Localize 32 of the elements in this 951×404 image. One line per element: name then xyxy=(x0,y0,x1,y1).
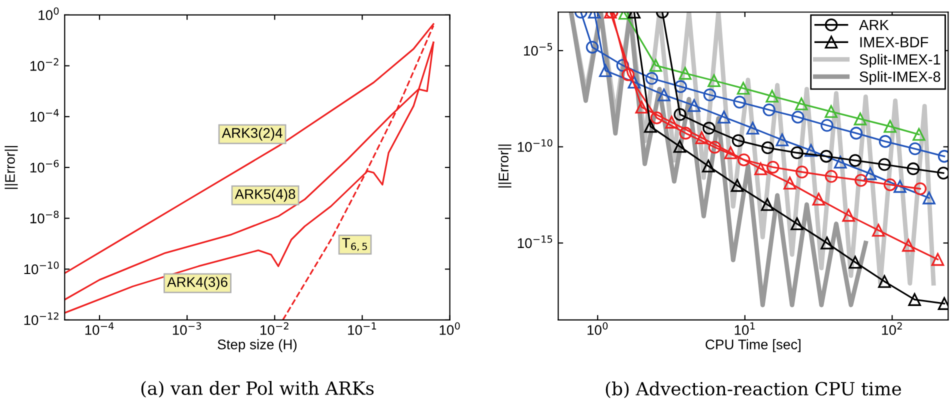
y-tick-label: 10$^{−5}$ xyxy=(524,43,552,56)
y-tick-label: 10$^{−2}$ xyxy=(30,58,58,71)
x-tick-label: 10$^{−4}$ xyxy=(85,322,114,335)
y-tick-label: 10$^{−10}$ xyxy=(518,139,552,152)
y-tick-label: 10$^{−15}$ xyxy=(518,236,552,248)
y-tick-label: 10$^{−4}$ xyxy=(30,109,59,122)
x-axis-title: Step size (H) xyxy=(218,339,297,352)
annotation: ARK3(2)4 xyxy=(222,128,282,141)
legend-label: ARK xyxy=(859,20,889,30)
x-axis-title: CPU Time [sec] xyxy=(706,339,800,352)
y-axis-title: ||Error|| xyxy=(4,146,18,189)
x-tick-label: 10$^{−2}$ xyxy=(260,322,288,335)
y-tick-label: 10$^{−6}$ xyxy=(30,160,59,173)
y-tick-label: 10$^{−12}$ xyxy=(24,312,58,326)
x-tick-label: 10$^{−3}$ xyxy=(172,322,202,335)
text: (a) van der Pol with ARKs xyxy=(141,380,374,398)
annotation: ARK5(4)8 xyxy=(234,188,296,202)
annotation: ARK4(3)6 xyxy=(167,276,228,290)
text: (b) Advection-reaction CPU time xyxy=(606,382,902,398)
y-tick-label: 10$^{0}$ xyxy=(38,7,59,20)
annotation: T$_{6,5}$ xyxy=(342,238,367,252)
y-axis-title: ||Error|| xyxy=(498,144,512,188)
x-tick-label: 10$^{2}$ xyxy=(882,322,902,335)
x-tick-label: 10$^{1}$ xyxy=(734,322,755,335)
legend-label: IMEX-BDF xyxy=(860,37,928,48)
x-tick-label: 10$^{0}$ xyxy=(588,322,608,335)
y-tick-label: 10$^{−10}$ xyxy=(24,262,59,274)
y-tick-label: 10$^{−8}$ xyxy=(30,210,59,224)
legend-label: Split-IMEX-1 xyxy=(860,54,940,68)
x-tick-label: 10$^{0}$ xyxy=(440,322,460,335)
x-tick-label: 10$^{−1}$ xyxy=(348,322,376,335)
legend-label: Split-IMEX-8 xyxy=(860,71,940,85)
